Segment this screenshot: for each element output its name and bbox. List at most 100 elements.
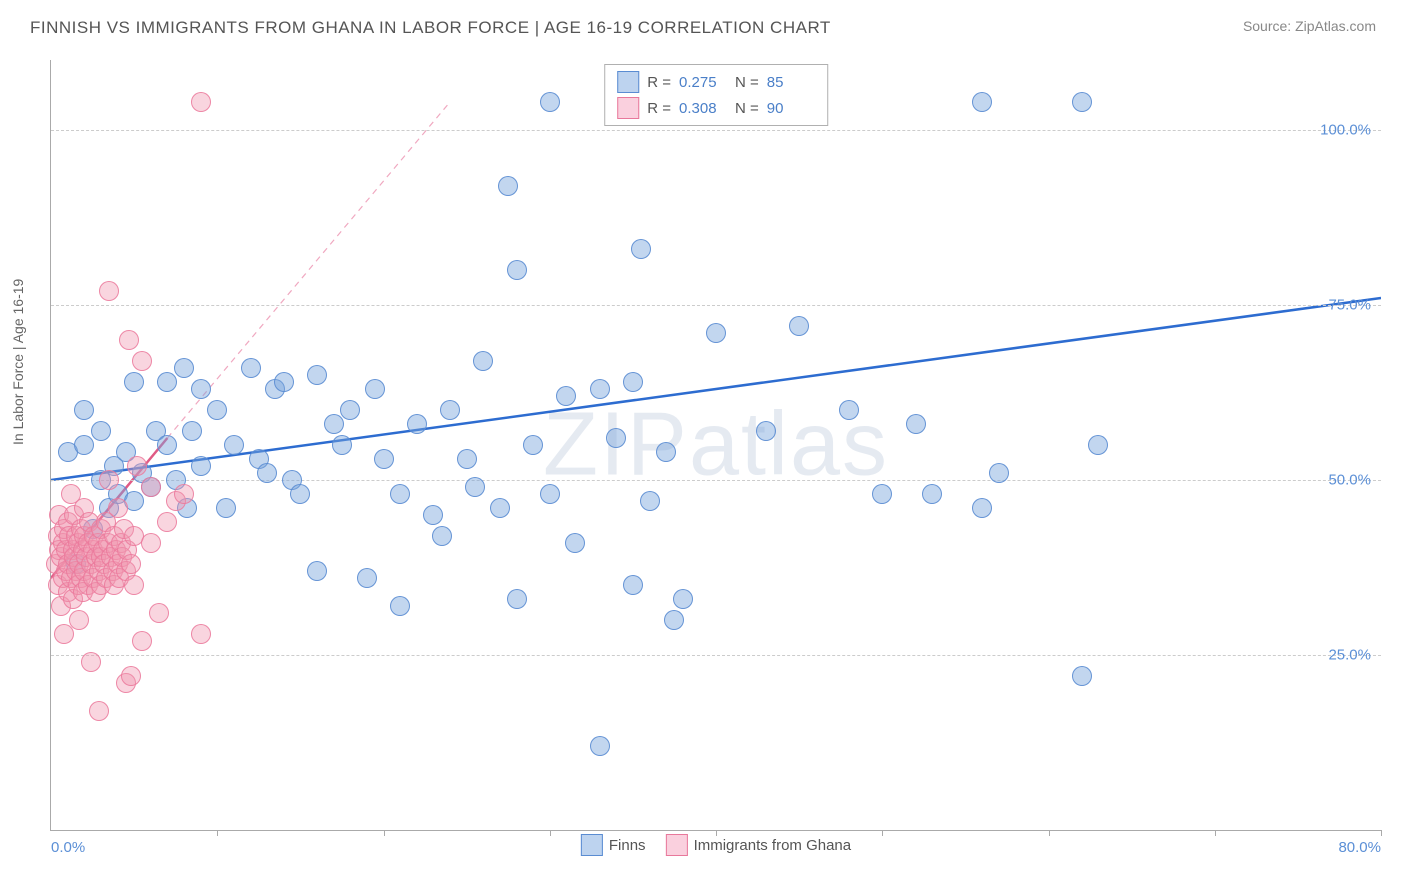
scatter-point-finns [490,498,510,518]
scatter-point-finns [540,92,560,112]
scatter-point-finns [789,316,809,336]
x-tick [716,830,717,836]
y-tick-label: 25.0% [1328,647,1371,664]
y-axis-label: In Labor Force | Age 16-19 [10,279,26,445]
scatter-point-finns [74,400,94,420]
scatter-point-finns [340,400,360,420]
n-label: N = [735,100,759,117]
scatter-point-ghana [132,351,152,371]
scatter-point-ghana [141,477,161,497]
x-tick [1215,830,1216,836]
scatter-point-finns [656,442,676,462]
gridline-horizontal [51,480,1381,481]
scatter-point-finns [507,260,527,280]
scatter-point-finns [623,575,643,595]
n-value-ghana: 90 [767,100,815,117]
x-axis-min-label: 0.0% [51,839,85,856]
scatter-point-finns [590,379,610,399]
n-value-finns: 85 [767,74,815,91]
scatter-point-finns [182,421,202,441]
source-attribution: Source: ZipAtlas.com [1243,18,1376,34]
scatter-point-finns [623,372,643,392]
scatter-point-finns [224,435,244,455]
scatter-point-finns [157,435,177,455]
scatter-point-finns [756,421,776,441]
scatter-point-finns [290,484,310,504]
scatter-point-ghana [174,484,194,504]
scatter-point-finns [191,456,211,476]
scatter-point-finns [357,568,377,588]
scatter-point-finns [631,239,651,259]
scatter-point-ghana [99,470,119,490]
x-tick [217,830,218,836]
gridline-horizontal [51,130,1381,131]
scatter-point-finns [390,596,410,616]
scatter-point-finns [673,589,693,609]
scatter-point-finns [473,351,493,371]
r-label: R = [647,100,671,117]
y-tick-label: 100.0% [1320,122,1371,139]
scatter-point-finns [157,372,177,392]
correlation-stats-box: R = 0.275 N = 85 R = 0.308 N = 90 [604,64,828,126]
scatter-point-finns [390,484,410,504]
scatter-point-ghana [127,456,147,476]
scatter-point-finns [556,386,576,406]
scatter-point-finns [374,449,394,469]
r-label: R = [647,74,671,91]
scatter-point-ghana [121,666,141,686]
scatter-point-finns [423,505,443,525]
scatter-point-finns [872,484,892,504]
scatter-point-finns [332,435,352,455]
y-tick-label: 75.0% [1328,297,1371,314]
scatter-point-finns [972,498,992,518]
scatter-point-finns [507,589,527,609]
scatter-point-ghana [99,281,119,301]
scatter-point-finns [307,561,327,581]
scatter-point-finns [191,379,211,399]
legend-bottom: Finns Immigrants from Ghana [581,834,851,856]
chart-title: FINNISH VS IMMIGRANTS FROM GHANA IN LABO… [30,18,831,38]
scatter-point-finns [1088,435,1108,455]
stats-row-finns: R = 0.275 N = 85 [613,69,819,95]
scatter-point-finns [365,379,385,399]
scatter-point-finns [839,400,859,420]
x-tick [1049,830,1050,836]
scatter-plot: ZIPatlas R = 0.275 N = 85 R = 0.308 N = … [50,60,1381,831]
scatter-point-ghana [191,624,211,644]
scatter-point-ghana [81,652,101,672]
x-tick [384,830,385,836]
x-tick [1381,830,1382,836]
n-label: N = [735,74,759,91]
scatter-point-ghana [119,330,139,350]
scatter-point-finns [1072,666,1092,686]
scatter-point-finns [972,92,992,112]
scatter-point-finns [324,414,344,434]
gridline-horizontal [51,655,1381,656]
r-value-ghana: 0.308 [679,100,727,117]
watermark-text: ZIPatlas [543,394,889,497]
r-value-finns: 0.275 [679,74,727,91]
scatter-point-finns [174,358,194,378]
scatter-point-finns [407,414,427,434]
scatter-point-ghana [132,631,152,651]
legend-item-finns: Finns [581,834,646,856]
scatter-point-finns [74,435,94,455]
scatter-point-ghana [89,701,109,721]
x-tick [550,830,551,836]
scatter-point-ghana [191,92,211,112]
scatter-point-finns [540,484,560,504]
scatter-point-finns [457,449,477,469]
scatter-point-finns [1072,92,1092,112]
y-tick-label: 50.0% [1328,472,1371,489]
scatter-point-ghana [121,554,141,574]
scatter-point-finns [498,176,518,196]
scatter-point-finns [640,491,660,511]
swatch-pink-icon [617,97,639,119]
scatter-point-finns [207,400,227,420]
scatter-point-finns [906,414,926,434]
stats-row-ghana: R = 0.308 N = 90 [613,95,819,121]
swatch-blue-icon [617,71,639,93]
x-tick [882,830,883,836]
scatter-point-finns [523,435,543,455]
scatter-point-ghana [108,498,128,518]
